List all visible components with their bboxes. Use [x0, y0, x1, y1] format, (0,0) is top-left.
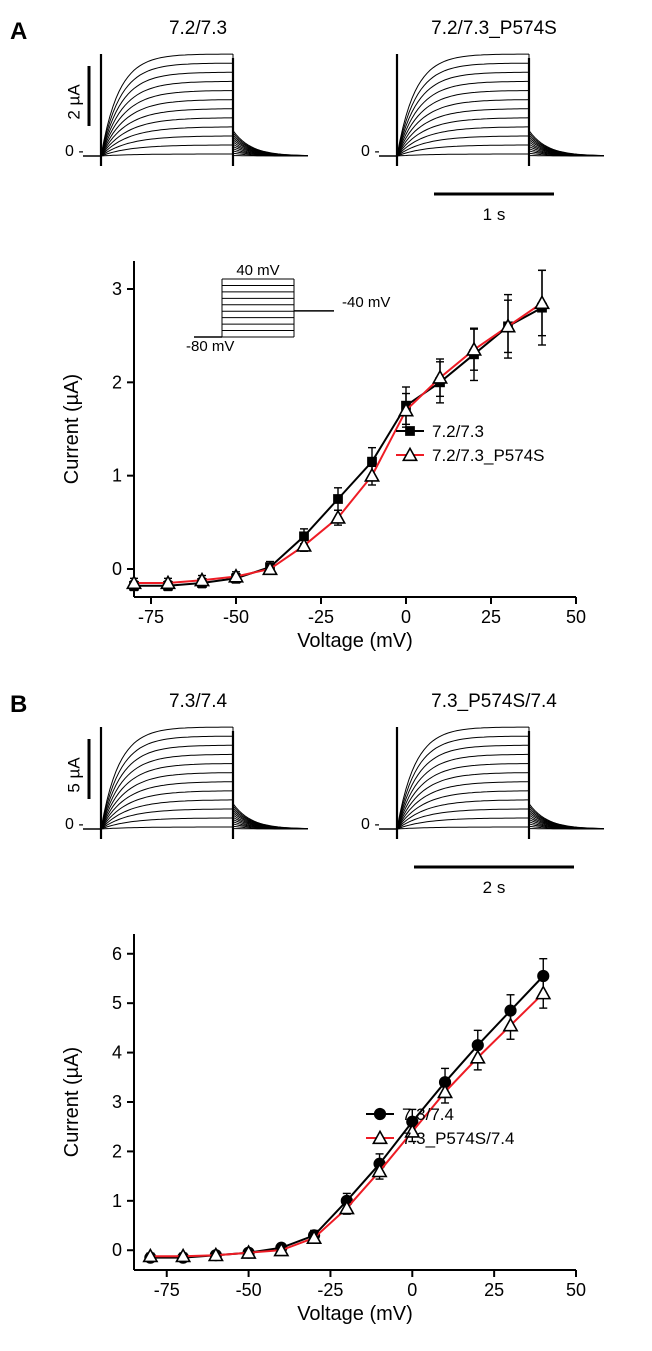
y-scale-label: 5 µA — [65, 757, 85, 792]
trace-plot — [379, 44, 609, 184]
panel-b-trace-left: 7.3/7.4 5 µA 0 - — [83, 691, 313, 898]
iv-chart: 0 1 2 3 4 5 6 -75 -50 -25 0 25 50 Current (µA) Voltage… — [56, 914, 596, 1334]
trace-plot — [83, 717, 313, 857]
trace-plot — [83, 44, 313, 184]
svg-text:50: 50 — [566, 607, 586, 627]
panel-b-label: B — [10, 691, 27, 719]
trace-title: 7.3_P574S/7.4 — [431, 691, 557, 713]
svg-text:50: 50 — [566, 1280, 586, 1300]
svg-text:5: 5 — [112, 993, 122, 1013]
panel-b-traces-row: 7.3/7.4 5 µA 0 - 7.3_P574S/7.4 0 - 2 s — [50, 691, 642, 898]
svg-text:0: 0 — [112, 1240, 122, 1260]
time-scale-label: 2 s — [404, 878, 584, 898]
svg-text:4: 4 — [112, 1043, 122, 1063]
panel-a-trace-left: 7.2/7.3 2 µA 0 - — [83, 18, 313, 225]
time-scale-bar — [404, 863, 584, 871]
trace-title: 7.2/7.3_P574S — [431, 18, 557, 40]
svg-text:7.2/7.3_P574S: 7.2/7.3_P574S — [432, 446, 544, 465]
svg-text:-40 mV: -40 mV — [342, 294, 390, 311]
svg-text:25: 25 — [484, 1280, 504, 1300]
svg-text:6: 6 — [112, 944, 122, 964]
svg-text:3: 3 — [112, 279, 122, 299]
svg-text:3: 3 — [112, 1092, 122, 1112]
iv-chart: 0 1 2 3 -75 -50 -25 0 25 50 Current (µA) Voltage (m… — [56, 241, 596, 661]
svg-text:Current (µA): Current (µA) — [61, 1047, 83, 1157]
svg-text:Current (µA): Current (µA) — [61, 374, 83, 484]
trace-title: 7.3/7.4 — [169, 691, 227, 713]
time-scale-bar — [424, 190, 564, 198]
svg-text:-50: -50 — [223, 607, 249, 627]
trace-wrap: 5 µA 0 - — [83, 717, 313, 862]
svg-text:Voltage (mV): Voltage (mV) — [297, 630, 413, 652]
panel-b-chart-wrap: 0 1 2 3 4 5 6 -75 -50 -25 0 25 50 Current (µA) Voltage… — [10, 914, 642, 1334]
panel-b: B 7.3/7.4 5 µA 0 - 7.3_P574S/7.4 0 - 2 s… — [10, 691, 642, 1341]
trace-wrap: 2 µA 0 - — [83, 44, 313, 189]
time-scale-label: 1 s — [424, 205, 564, 225]
svg-text:7.3/7.4: 7.3/7.4 — [402, 1105, 454, 1124]
zero-label: 0 - — [65, 816, 84, 834]
panel-a-label: A — [10, 18, 27, 46]
panel-a: A 7.2/7.3 2 µA 0 - 7.2/7.3_P574S 0 - 1 s… — [10, 18, 642, 683]
svg-text:-25: -25 — [308, 607, 334, 627]
trace-wrap: 0 - — [379, 717, 609, 862]
svg-text:7.2/7.3: 7.2/7.3 — [432, 422, 484, 441]
trace-title: 7.2/7.3 — [169, 18, 227, 40]
svg-text:0: 0 — [112, 559, 122, 579]
svg-text:1: 1 — [112, 1191, 122, 1211]
y-scale-label: 2 µA — [65, 84, 85, 119]
svg-text:2: 2 — [112, 1141, 122, 1161]
svg-text:0: 0 — [407, 1280, 417, 1300]
svg-text:-75: -75 — [138, 607, 164, 627]
panel-a-traces-row: 7.2/7.3 2 µA 0 - 7.2/7.3_P574S 0 - 1 s — [50, 18, 642, 225]
svg-text:25: 25 — [481, 607, 501, 627]
trace-plot — [379, 717, 609, 857]
trace-wrap: 0 - — [379, 44, 609, 189]
panel-a-trace-right: 7.2/7.3_P574S 0 - 1 s — [379, 18, 609, 225]
svg-text:-50: -50 — [236, 1280, 262, 1300]
svg-text:40 mV: 40 mV — [236, 262, 279, 279]
svg-text:Voltage (mV): Voltage (mV) — [297, 1303, 413, 1325]
svg-text:-25: -25 — [317, 1280, 343, 1300]
panel-b-trace-right: 7.3_P574S/7.4 0 - 2 s — [379, 691, 609, 898]
svg-text:-80 mV: -80 mV — [186, 338, 234, 355]
panel-a-chart-wrap: 0 1 2 3 -75 -50 -25 0 25 50 Current (µA) Voltage (m… — [10, 241, 642, 661]
svg-text:0: 0 — [401, 607, 411, 627]
svg-text:2: 2 — [112, 372, 122, 392]
zero-label: 0 - — [65, 143, 84, 161]
svg-text:-75: -75 — [154, 1280, 180, 1300]
zero-label: 0 - — [361, 143, 380, 161]
svg-text:7.3_P574S/7.4: 7.3_P574S/7.4 — [402, 1129, 514, 1148]
zero-label: 0 - — [361, 816, 380, 834]
svg-text:1: 1 — [112, 466, 122, 486]
